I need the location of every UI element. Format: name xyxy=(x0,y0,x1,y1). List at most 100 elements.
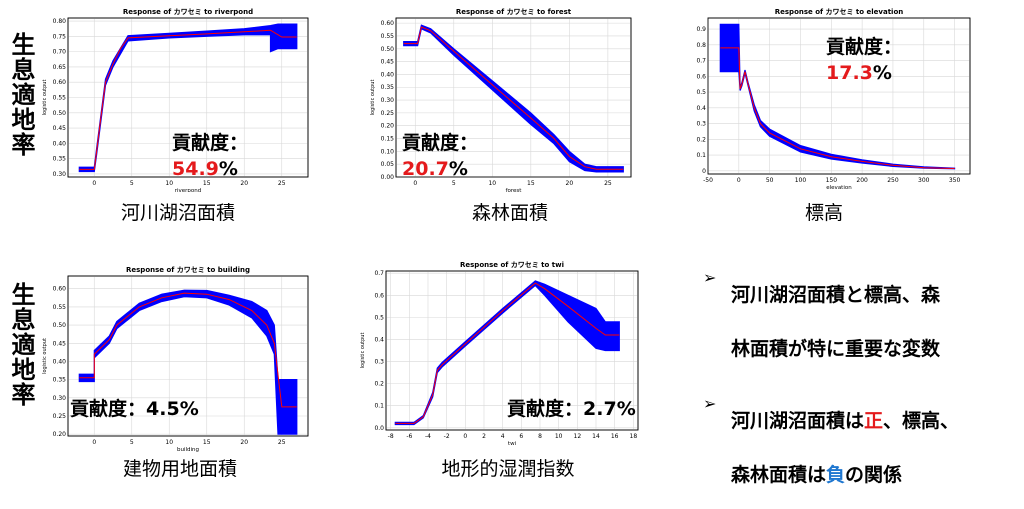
contrib-unit: % xyxy=(179,398,199,420)
x-tick-label: 0 xyxy=(92,439,96,446)
x-tick-label: -50 xyxy=(703,177,713,184)
mean-response-line xyxy=(403,26,624,170)
y-tick-label: 0.55 xyxy=(381,33,395,40)
x-tick-label: -8 xyxy=(388,433,394,440)
x-tick-label: 14 xyxy=(592,433,600,440)
y-tick-label: 0.2 xyxy=(696,136,706,143)
y-tick-label: 0.55 xyxy=(53,95,67,102)
x-tick-label: 10 xyxy=(165,180,173,187)
y-tick-label: 0.60 xyxy=(53,286,67,293)
plot-border xyxy=(67,275,309,437)
x-tick-label: 12 xyxy=(574,433,582,440)
y-tick-label: 0 xyxy=(702,168,706,175)
x-tick-label: 5 xyxy=(130,180,134,187)
x-tick-label: 20 xyxy=(240,180,248,187)
y-tick-label: 0.1 xyxy=(374,403,384,410)
y-axis-label: logistic output xyxy=(360,333,366,369)
y-tick-label: 0.9 xyxy=(696,26,706,33)
contrib-unit: % xyxy=(872,62,892,84)
x-tick-label: 25 xyxy=(604,180,612,187)
y-tick-label: 0.3 xyxy=(374,359,384,366)
contrib-value: 4.5 xyxy=(146,398,180,420)
contrib-value: 54.9 xyxy=(172,158,219,180)
x-tick-label: 10 xyxy=(555,433,563,440)
chart-building: Response of カワセミ to building 0 5 10 15 20 25 0.… xyxy=(42,266,309,452)
confidence-band xyxy=(403,24,624,173)
x-tick-label: 0 xyxy=(413,180,417,187)
contrib-value: 20.7 xyxy=(402,158,449,180)
x-tick-label: 25 xyxy=(278,180,286,187)
y-tick-label: 0.35 xyxy=(53,156,67,163)
y-tick-label: 0.5 xyxy=(696,89,706,96)
y-tick-label: 0.3 xyxy=(696,121,706,128)
y-tick-label: 0.80 xyxy=(53,18,67,25)
caption-elevation: 標高 xyxy=(804,202,843,224)
x-tick-label: 100 xyxy=(795,177,807,184)
y-tick-label: 0.45 xyxy=(381,59,395,66)
y-tick-label: 0.70 xyxy=(53,49,67,56)
x-tick-label: 0 xyxy=(92,180,96,187)
y-tick-label: 0.40 xyxy=(53,358,67,365)
y-tick-label: 0.50 xyxy=(53,110,67,117)
x-tick-label: 20 xyxy=(240,439,248,446)
x-tick-label: 150 xyxy=(826,177,838,184)
chart-twi: Response of カワセミ to twi -8 -6 -4 -2 0 2 4 6 8 10 12… xyxy=(360,261,639,447)
x-axis-label: elevation xyxy=(826,185,852,191)
x-tick-label: 300 xyxy=(918,177,930,184)
x-tick-label: 20 xyxy=(566,180,574,187)
y-tick-label: 0.6 xyxy=(696,73,706,80)
contrib-riverpond: 貢献度： 54.9% xyxy=(172,130,248,182)
contrib-label: 貢献度： xyxy=(826,36,903,58)
contrib-label: 貢献度： xyxy=(172,132,249,154)
contrib-label: 貢献度： xyxy=(70,398,147,420)
summary-bullets: ➢ 河川湖沼面積と標高、森 林面積が特に重要な変数 ➢ 河川湖沼面積は正、標高、… xyxy=(703,268,1018,502)
y-tick-label: 0.30 xyxy=(381,97,395,104)
y-tick-label: 0.6 xyxy=(374,292,384,299)
chart-forest: Response of カワセミ to forest 0 5 10 15 20 25 0.00… xyxy=(370,8,632,192)
y-tick-label: 0.7 xyxy=(696,58,706,65)
y-tick-label: 0.4 xyxy=(374,336,384,343)
x-axis-label: twi xyxy=(508,441,517,447)
x-tick-label: 250 xyxy=(887,177,899,184)
contrib-label: 貢献度： xyxy=(402,132,479,154)
bullet-item: ➢ 河川湖沼面積と標高、森 林面積が特に重要な変数 xyxy=(703,268,1018,376)
caption-building: 建物用地面積 xyxy=(122,458,237,480)
x-tick-label: 350 xyxy=(949,177,961,184)
contrib-building: 貢献度：4.5% xyxy=(70,396,199,422)
y-tick-label: 0.35 xyxy=(381,84,395,91)
y-tick-label: 0.20 xyxy=(381,123,395,130)
x-tick-label: 8 xyxy=(538,433,542,440)
x-tick-label: 10 xyxy=(165,439,173,446)
y-tick-label: 0.50 xyxy=(381,46,395,53)
contrib-unit: % xyxy=(616,398,636,420)
x-axis-label: forest xyxy=(506,188,523,192)
mean-response-line xyxy=(720,47,955,169)
x-tick-label: 2 xyxy=(482,433,486,440)
x-tick-label: 200 xyxy=(856,177,868,184)
x-tick-label: 50 xyxy=(766,177,774,184)
y-tick-label: 0.25 xyxy=(381,110,395,117)
y-tick-label: 0.10 xyxy=(381,148,395,155)
y-tick-label: 0.15 xyxy=(381,136,395,143)
x-tick-label: -4 xyxy=(425,433,431,440)
y-tick-label: 0.30 xyxy=(53,171,67,178)
arrow-bullet-icon: ➢ xyxy=(703,394,717,413)
row-label-top: 生息適地率 xyxy=(7,32,35,157)
confidence-band xyxy=(78,289,298,435)
y-tick-label: 0.40 xyxy=(53,140,67,147)
x-tick-label: 15 xyxy=(203,439,211,446)
chart-title: Response of カワセミ to riverpond xyxy=(123,8,253,16)
y-tick-label: 0.0 xyxy=(374,425,384,432)
mean-response-line xyxy=(395,282,620,424)
bullet-line: 林面積が特に重要な変数 xyxy=(731,338,941,360)
x-tick-label: 25 xyxy=(278,439,286,446)
y-tick-label: 0.35 xyxy=(53,377,67,384)
y-tick-label: 0.8 xyxy=(696,42,706,49)
y-tick-label: 0.50 xyxy=(53,322,67,329)
plot-border xyxy=(385,270,639,431)
contrib-elevation: 貢献度： 17.3% xyxy=(826,34,902,86)
y-tick-label: 0.4 xyxy=(696,105,706,112)
mean-response-line xyxy=(79,29,297,170)
x-axis-label: riverpond xyxy=(175,188,202,192)
x-axis-label: building xyxy=(177,447,199,452)
